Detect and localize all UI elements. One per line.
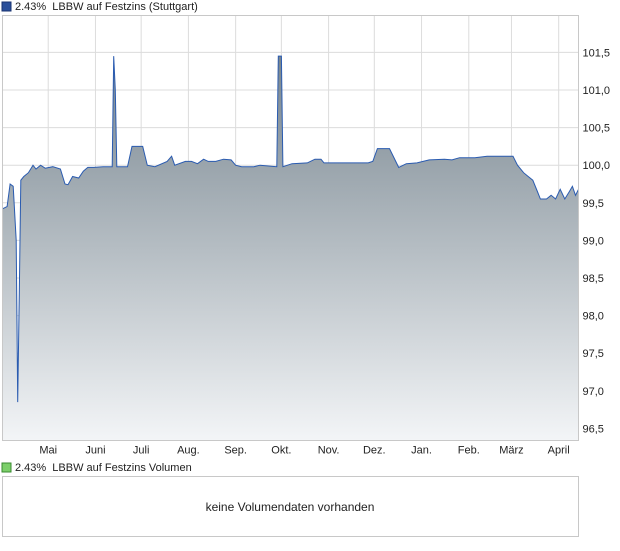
x-tick-label: Aug. xyxy=(177,445,200,457)
plot-border xyxy=(2,15,579,441)
y-tick-label: 99,0 xyxy=(583,235,604,247)
y-tick-label: 100,5 xyxy=(583,123,611,135)
y-tick-label: 101,0 xyxy=(583,85,611,97)
y-tick-label: 99,5 xyxy=(583,198,604,210)
x-tick-label: Sep. xyxy=(224,445,247,457)
volume-legend-swatch xyxy=(1,462,12,473)
x-tick-label: Okt. xyxy=(271,445,291,457)
x-tick-label: Juni xyxy=(85,445,105,457)
x-tick-label: Nov. xyxy=(318,445,340,457)
legend-swatch xyxy=(1,1,12,12)
chart-title: 2.43% LBBW auf Festzins (Stuttgart) xyxy=(15,1,198,13)
y-tick-label: 97,0 xyxy=(583,386,604,398)
y-tick-label: 96,5 xyxy=(583,423,604,435)
volume-title: 2.43% LBBW auf Festzins Volumen xyxy=(15,462,192,474)
volume-panel xyxy=(2,476,579,537)
x-tick-label: April xyxy=(548,445,570,457)
volume-message: keine Volumendaten vorhanden xyxy=(206,500,375,514)
y-tick-label: 100,0 xyxy=(583,160,611,172)
x-tick-label: Juli xyxy=(133,445,150,457)
x-tick-label: März xyxy=(499,445,523,457)
price-line xyxy=(2,55,579,403)
y-tick-label: 97,5 xyxy=(583,348,604,360)
y-tick-label: 98,5 xyxy=(583,273,604,285)
x-tick-label: Feb. xyxy=(458,445,480,457)
x-tick-label: Mai xyxy=(39,445,57,457)
y-tick-label: 101,5 xyxy=(583,47,611,59)
area xyxy=(2,56,579,441)
y-tick-label: 98,0 xyxy=(583,311,604,323)
x-tick-label: Dez. xyxy=(363,445,386,457)
x-tick-label: Jan. xyxy=(411,445,432,457)
